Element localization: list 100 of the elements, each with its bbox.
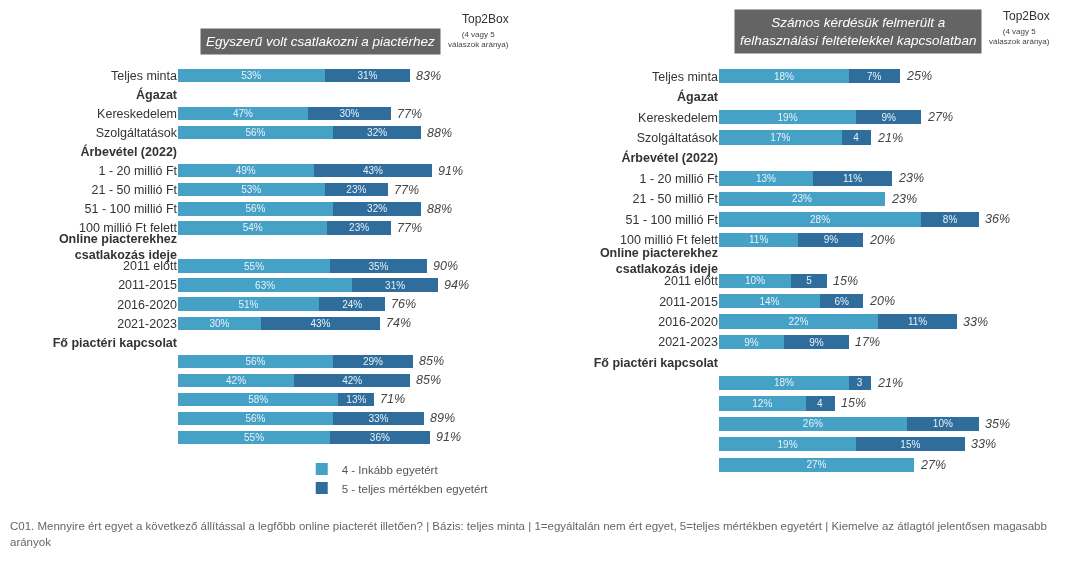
data-label: 51% — [238, 298, 259, 310]
data-label: 53% — [241, 184, 262, 196]
bar — [849, 69, 900, 84]
total-label: 88% — [427, 202, 453, 216]
total-label: 77% — [397, 221, 423, 235]
data-label: 18% — [773, 377, 795, 389]
y-tick-label: 2016-2020 — [658, 314, 719, 329]
bar — [178, 221, 328, 235]
bar — [719, 457, 914, 472]
data-label: 9% — [744, 336, 759, 348]
total-label: 25% — [906, 69, 933, 83]
chart-title: Egyszerű volt csatlakozni a piactérhez — [206, 34, 436, 49]
y-tick-label: 51 - 100 millió Ft — [625, 212, 719, 227]
bar — [856, 437, 965, 452]
bar — [313, 164, 433, 178]
bar — [178, 164, 314, 178]
data-label: 55% — [244, 260, 265, 272]
data-label: 12% — [752, 397, 773, 409]
y-tick-label: Fő piactéri kapcsolat — [593, 355, 719, 370]
total-label: 77% — [397, 107, 423, 121]
data-label: 56% — [245, 355, 266, 367]
y-tick-label: 21 - 50 millió Ft — [632, 192, 719, 207]
total-label: 74% — [386, 316, 412, 330]
data-label: 56% — [245, 412, 266, 424]
bar — [719, 375, 849, 391]
total-label: 15% — [841, 396, 867, 410]
data-label: 17% — [770, 132, 791, 144]
y-tick-label: 2011-2015 — [659, 294, 719, 309]
total-label: 23% — [898, 171, 925, 185]
total-label: 89% — [430, 411, 456, 425]
text: Top2Box — [462, 12, 509, 26]
data-label: 10% — [932, 418, 953, 430]
y-tick-label: Kereskedelem — [97, 107, 177, 121]
data-label: 28% — [810, 213, 831, 225]
data-label: 4 — [853, 132, 860, 144]
bar — [719, 396, 806, 411]
data-label: 18% — [773, 70, 795, 82]
data-label: 54% — [242, 222, 263, 234]
data-label: 42% — [342, 374, 363, 386]
data-label: 13% — [346, 393, 367, 405]
data-label: 9% — [823, 234, 839, 246]
y-tick-label: 2016-2020 — [117, 297, 178, 312]
text: Top2Box — [1003, 9, 1050, 23]
text: C01. Mennyire ért egyet a következő állítással a legfőbb online piacterét illetően? | Bázis: teljes minta | 1=egyáltalán nem ért egyet, 5=teljes mértékben egyetért | Kiemelve az átlagtól jelentősen magasabb arányok — [9, 519, 1048, 550]
data-label: 11% — [842, 172, 863, 184]
total-label: 71% — [380, 392, 406, 406]
bar — [719, 171, 813, 186]
bar — [178, 126, 333, 140]
y-tick-label: 1 - 20 millió Ft — [639, 171, 719, 186]
data-label: 33% — [368, 412, 389, 424]
text: (4 vagy 5 válaszok aránya) — [448, 30, 509, 50]
y-tick-label: Teljes minta — [111, 68, 178, 83]
data-label: 19% — [777, 111, 798, 123]
y-tick-label: Online piacterekhez csatlakozás ideje — [599, 245, 719, 276]
total-label: 36% — [985, 212, 1011, 226]
y-tick-label: 1 - 20 millió Ft — [98, 164, 178, 179]
data-label: 13% — [755, 172, 777, 184]
total-label: 83% — [416, 69, 442, 83]
data-label: 36% — [369, 431, 390, 443]
bar — [812, 171, 893, 186]
total-label: 27% — [927, 110, 954, 124]
y-tick-label: Árbevétel (2022) — [80, 144, 177, 160]
data-label: 22% — [788, 316, 809, 328]
bar — [719, 109, 857, 125]
data-label: 11% — [749, 234, 769, 246]
bar — [178, 202, 333, 216]
total-label: 33% — [971, 437, 997, 451]
bar — [178, 297, 320, 311]
total-label: 33% — [963, 315, 989, 329]
data-label: 9% — [809, 336, 824, 348]
bar — [332, 202, 422, 216]
legend-label: 4 - Inkább egyetért — [341, 463, 439, 476]
data-label: 49% — [235, 165, 256, 177]
total-label: 88% — [427, 126, 453, 140]
bar — [877, 314, 958, 329]
data-label: 56% — [245, 127, 266, 139]
total-label: 21% — [877, 376, 904, 390]
data-label: 30% — [209, 317, 230, 329]
data-label: 27% — [806, 459, 827, 471]
bar — [178, 392, 339, 407]
total-label: 77% — [394, 183, 420, 197]
bar — [178, 411, 333, 426]
data-label: 6% — [834, 295, 850, 307]
bar — [178, 373, 295, 387]
bar — [719, 437, 857, 452]
y-tick-label: Kereskedelem — [638, 110, 718, 125]
bar — [178, 278, 353, 292]
bar — [178, 259, 331, 273]
bar — [352, 278, 438, 292]
total-label: 35% — [985, 417, 1011, 431]
bar — [719, 294, 821, 309]
bar — [719, 69, 849, 84]
bar — [178, 68, 325, 83]
data-label: 23% — [349, 222, 370, 234]
chart-title: Számos kérdésük felmerült a felhasználási feltételekkel kapcsolatban — [740, 15, 977, 48]
data-label: 53% — [241, 70, 262, 82]
bar — [841, 130, 871, 145]
total-label: 90% — [433, 259, 459, 273]
bar — [178, 183, 325, 197]
data-label: 58% — [248, 393, 269, 405]
